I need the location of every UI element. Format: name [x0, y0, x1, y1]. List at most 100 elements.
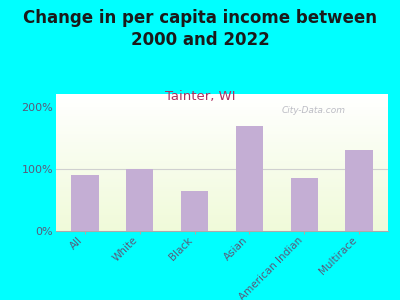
- Bar: [56, 138, 388, 140]
- Bar: [56, 137, 388, 138]
- Bar: [56, 112, 388, 114]
- Bar: [56, 221, 388, 223]
- Bar: [56, 149, 388, 151]
- Bar: [56, 208, 388, 209]
- Bar: [56, 140, 388, 141]
- Bar: [56, 204, 388, 205]
- Bar: [56, 104, 388, 105]
- Bar: [56, 230, 388, 231]
- Bar: [56, 160, 388, 161]
- Bar: [56, 148, 388, 149]
- Bar: [56, 197, 388, 198]
- Bar: [56, 156, 388, 157]
- Bar: [56, 190, 388, 191]
- Bar: [56, 223, 388, 224]
- Bar: [56, 174, 388, 175]
- Bar: [56, 212, 388, 213]
- Bar: [56, 184, 388, 186]
- Bar: [56, 145, 388, 146]
- Bar: [56, 151, 388, 152]
- Bar: [56, 226, 388, 227]
- Bar: [56, 187, 388, 189]
- Bar: [56, 100, 388, 101]
- Bar: [56, 94, 388, 96]
- Bar: [56, 118, 388, 119]
- Bar: [56, 101, 388, 103]
- Bar: [56, 167, 388, 168]
- Bar: [56, 108, 388, 110]
- Text: Change in per capita income between
2000 and 2022: Change in per capita income between 2000…: [23, 9, 377, 49]
- Bar: [56, 161, 388, 163]
- Bar: [56, 193, 388, 194]
- Bar: [56, 159, 388, 160]
- Bar: [56, 103, 388, 104]
- Bar: [56, 213, 388, 214]
- Bar: [56, 175, 388, 176]
- Bar: [56, 130, 388, 131]
- Bar: [56, 122, 388, 123]
- Bar: [56, 209, 388, 211]
- Bar: [56, 183, 388, 184]
- Bar: [56, 205, 388, 206]
- Bar: [56, 202, 388, 204]
- Bar: [56, 189, 388, 190]
- Bar: [126, 169, 154, 231]
- Bar: [56, 198, 388, 200]
- Bar: [56, 114, 388, 115]
- Bar: [56, 146, 388, 148]
- Bar: [236, 125, 263, 231]
- Bar: [56, 123, 388, 124]
- Bar: [56, 111, 388, 112]
- Bar: [56, 127, 388, 129]
- Bar: [56, 200, 388, 201]
- Bar: [56, 99, 388, 100]
- Bar: [56, 201, 388, 202]
- Bar: [181, 191, 208, 231]
- Bar: [56, 110, 388, 111]
- Bar: [56, 142, 388, 144]
- Bar: [56, 141, 388, 142]
- Bar: [56, 227, 388, 228]
- Text: City-Data.com: City-Data.com: [282, 106, 346, 116]
- Bar: [56, 134, 388, 135]
- Bar: [56, 194, 388, 196]
- Text: Tainter, WI: Tainter, WI: [165, 90, 235, 103]
- Bar: [56, 216, 388, 217]
- Bar: [56, 196, 388, 197]
- Bar: [56, 126, 388, 127]
- Bar: [56, 219, 388, 220]
- Bar: [56, 152, 388, 153]
- Bar: [56, 178, 388, 179]
- Bar: [290, 178, 318, 231]
- Bar: [56, 144, 388, 145]
- Bar: [56, 154, 388, 156]
- Bar: [56, 115, 388, 116]
- Bar: [56, 157, 388, 159]
- Bar: [56, 217, 388, 219]
- Bar: [56, 153, 388, 154]
- Bar: [56, 181, 388, 182]
- Bar: [56, 172, 388, 174]
- Bar: [56, 120, 388, 122]
- Bar: [56, 206, 388, 208]
- Bar: [56, 116, 388, 118]
- Bar: [56, 179, 388, 181]
- Bar: [56, 97, 388, 99]
- Bar: [346, 150, 373, 231]
- Bar: [56, 163, 388, 164]
- Bar: [56, 166, 388, 167]
- Bar: [56, 171, 388, 172]
- Bar: [56, 131, 388, 133]
- Bar: [56, 228, 388, 230]
- Bar: [56, 211, 388, 212]
- Bar: [56, 133, 388, 134]
- Bar: [56, 105, 388, 107]
- Bar: [56, 214, 388, 216]
- Bar: [56, 220, 388, 221]
- Bar: [56, 186, 388, 187]
- Bar: [56, 182, 388, 183]
- Bar: [56, 124, 388, 126]
- Bar: [56, 135, 388, 137]
- Bar: [56, 107, 388, 108]
- Bar: [56, 119, 388, 120]
